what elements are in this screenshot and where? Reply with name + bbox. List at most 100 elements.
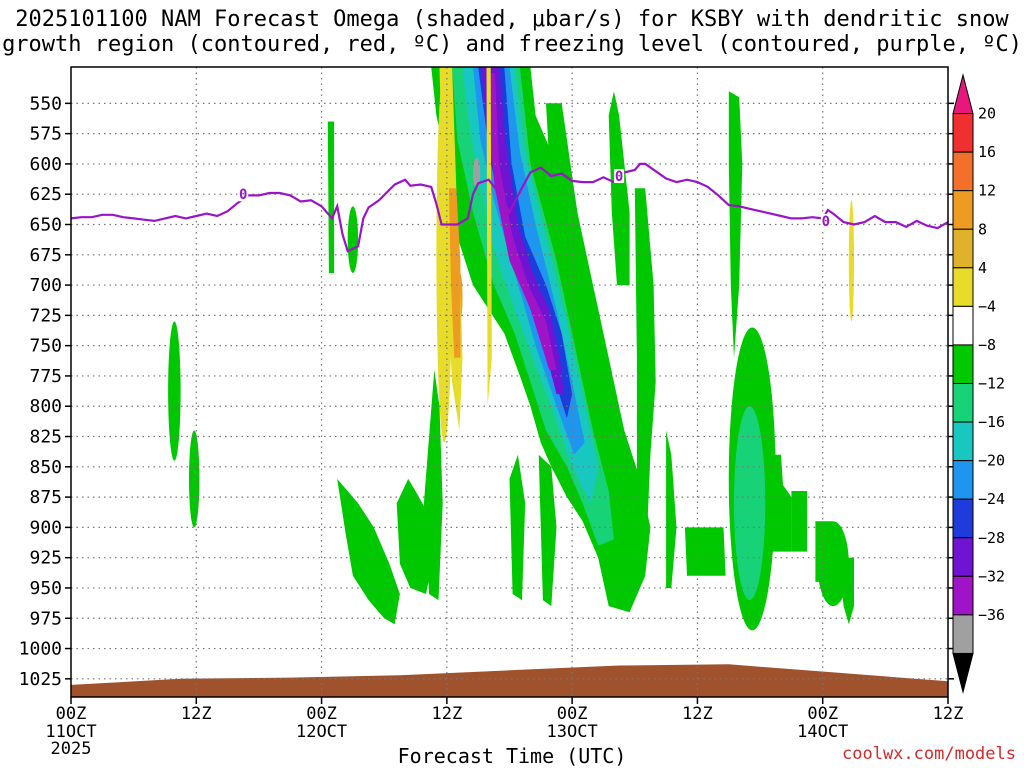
colorbar-label: 20 <box>978 105 996 123</box>
freezing-label-bg <box>820 213 831 228</box>
y-tick-label: 800 <box>29 396 62 417</box>
colorbar-label: −8 <box>978 336 996 354</box>
colorbar-segment <box>952 151 974 192</box>
freezing-label-bg <box>614 169 625 184</box>
y-tick-label: 550 <box>29 93 62 114</box>
x-tick-label: 12Z <box>682 704 713 724</box>
omega-green-region-9 <box>684 527 726 576</box>
plot-grid <box>71 67 948 697</box>
freezing-level-line: 0 0 0 <box>71 162 948 253</box>
y-tick-label: 875 <box>29 487 62 508</box>
x-tick-label: 12Z <box>933 704 964 724</box>
y-tick-label: 725 <box>29 305 62 326</box>
x-tick-date-label: 14OCT <box>797 722 848 742</box>
freezing-level-label: 0 <box>239 187 247 203</box>
colorbar-label: −28 <box>978 529 1005 547</box>
omega-green-region-8 <box>666 430 677 588</box>
omega-green-region-6 <box>634 188 656 564</box>
omega-contour-band-5 <box>481 67 564 395</box>
y-tick-label: 900 <box>29 517 62 538</box>
colorbar-segment <box>952 537 974 577</box>
terrain-area <box>71 664 948 697</box>
x-axis-title: Forecast Time (UTC) <box>397 744 627 768</box>
y-tick-label: 775 <box>29 366 62 387</box>
colorbar-label: −4 <box>978 297 996 315</box>
colorbar-segment <box>952 228 974 269</box>
x-tick-label: 00Z <box>306 704 337 724</box>
x-tick-year-label: 2025 <box>51 739 92 759</box>
x-tick-label: 12Z <box>431 704 462 724</box>
omega-green-region-5 <box>546 103 578 273</box>
x-tick-date-label: 13OCT <box>547 722 598 742</box>
colorbar-segment <box>952 498 974 539</box>
terrain-fill <box>71 664 948 697</box>
y-tick-label: 1000 <box>19 639 62 660</box>
freezing-level-label: 0 <box>615 169 623 185</box>
y-tick-label: 975 <box>29 608 62 629</box>
omega-feature-8 <box>848 200 855 322</box>
y-tick-label: 675 <box>29 245 62 266</box>
colorbar-bottom-arrow <box>952 652 974 694</box>
omega-feature-4 <box>733 406 766 601</box>
colorbar-label: 16 <box>978 143 996 161</box>
x-tick-label: 12Z <box>181 704 212 724</box>
colorbar-label: 12 <box>978 182 996 200</box>
freezing-level-label: 0 <box>822 214 830 230</box>
y-tick-label: 825 <box>29 427 62 448</box>
freezing-label-bg <box>238 187 249 202</box>
colorbar-label: −36 <box>978 606 1005 624</box>
colorbar-top-arrow <box>952 73 974 115</box>
colorbar-label: −24 <box>978 490 1005 508</box>
y-tick-label: 950 <box>29 578 62 599</box>
y-tick-label: 625 <box>29 184 62 205</box>
omega-feature-5 <box>817 521 849 607</box>
omega-feature-9 <box>472 157 481 189</box>
colorbar-segment <box>952 344 974 384</box>
y-tick-label: 925 <box>29 548 62 569</box>
omega-positive-core <box>448 188 461 358</box>
colorbar-segment <box>952 575 974 616</box>
x-tick-label: 00Z <box>807 704 838 724</box>
omega-green-region-0 <box>337 478 400 625</box>
credit-text: coolwx.com/models <box>842 744 1016 764</box>
freezing-level-contour <box>71 162 948 253</box>
chart-title-line-2: growth region (contoured, red, ºC) and f… <box>2 32 1022 57</box>
y-tick-label: 575 <box>29 124 62 145</box>
x-tick-date-label: 12OCT <box>296 722 347 742</box>
colorbar-segment <box>952 383 974 423</box>
omega-green-region-15 <box>327 121 335 273</box>
y-tick-label: 750 <box>29 336 62 357</box>
omega-feature-0 <box>168 321 181 461</box>
omega-green-region-7 <box>608 91 630 286</box>
colorbar-label: −32 <box>978 567 1005 585</box>
y-tick-label: 850 <box>29 457 62 478</box>
omega-green-region-1 <box>396 478 433 594</box>
colorbar-segment <box>952 421 974 462</box>
colorbar-segment <box>952 267 974 307</box>
colorbar-segment <box>952 614 974 654</box>
x-tick-label: 00Z <box>56 704 87 724</box>
omega-feature-1 <box>188 430 200 528</box>
omega-green-region-12 <box>791 491 808 552</box>
x-tick-date-label: 11OCT <box>45 722 96 742</box>
omega-shading <box>168 67 855 631</box>
colorbar-label: 4 <box>978 259 987 277</box>
y-tick-label: 650 <box>29 215 62 236</box>
colorbar-label: −16 <box>978 413 1005 431</box>
y-tick-label: 600 <box>29 154 62 175</box>
colorbar-label: −12 <box>978 375 1005 393</box>
colorbar-label: −20 <box>978 452 1005 470</box>
plot-frame <box>70 66 949 698</box>
y-tick-label: 700 <box>29 275 62 296</box>
omega-feature-2 <box>347 206 359 273</box>
omega-positive-thin <box>486 67 492 407</box>
omega-contour-band-6 <box>486 73 557 370</box>
colorbar-label: 8 <box>978 220 987 238</box>
colorbar-segment <box>952 460 974 500</box>
omega-green-region-4 <box>538 454 557 607</box>
chart-title-line-1: 2025101100 NAM Forecast Omega (shaded, μ… <box>15 7 1009 32</box>
omega-green-region-2 <box>423 369 443 601</box>
colorbar-segment <box>952 190 974 230</box>
